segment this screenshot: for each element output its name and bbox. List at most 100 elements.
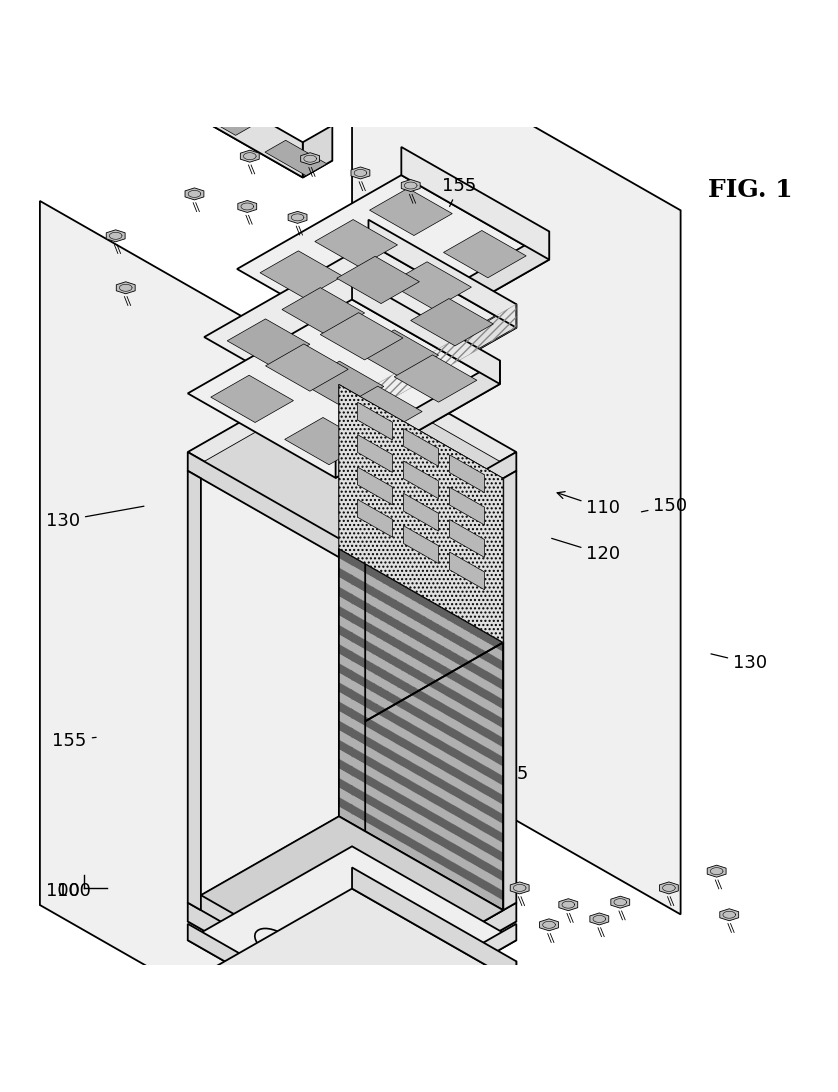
Polygon shape <box>352 305 516 422</box>
Polygon shape <box>40 201 369 1092</box>
Polygon shape <box>339 596 503 700</box>
Polygon shape <box>352 961 516 1077</box>
Polygon shape <box>385 232 549 354</box>
Polygon shape <box>54 20 116 55</box>
Text: 135: 135 <box>259 365 324 383</box>
Polygon shape <box>365 642 503 731</box>
Polygon shape <box>124 60 186 95</box>
Polygon shape <box>265 141 327 176</box>
Polygon shape <box>339 692 503 795</box>
Polygon shape <box>358 467 392 505</box>
Polygon shape <box>116 282 135 294</box>
Polygon shape <box>285 417 367 465</box>
Polygon shape <box>7 0 332 178</box>
Polygon shape <box>365 891 503 980</box>
Polygon shape <box>339 673 503 776</box>
Polygon shape <box>315 219 397 266</box>
Polygon shape <box>301 153 319 165</box>
Polygon shape <box>266 344 348 391</box>
Polygon shape <box>188 299 499 478</box>
Polygon shape <box>365 901 503 989</box>
Polygon shape <box>238 201 256 213</box>
Polygon shape <box>365 700 503 788</box>
Polygon shape <box>365 680 503 769</box>
Polygon shape <box>339 779 503 881</box>
Text: 150: 150 <box>450 893 496 939</box>
Polygon shape <box>365 652 503 740</box>
Polygon shape <box>352 557 365 997</box>
Polygon shape <box>369 219 516 328</box>
Polygon shape <box>106 230 125 242</box>
Polygon shape <box>351 167 370 179</box>
Polygon shape <box>339 644 503 748</box>
Polygon shape <box>365 805 503 893</box>
Polygon shape <box>339 663 503 767</box>
Polygon shape <box>188 358 516 546</box>
Polygon shape <box>443 230 526 277</box>
Text: 145: 145 <box>426 799 466 821</box>
Polygon shape <box>449 487 484 525</box>
Polygon shape <box>352 23 680 914</box>
Polygon shape <box>352 924 516 1034</box>
Polygon shape <box>365 767 503 855</box>
Polygon shape <box>339 568 503 672</box>
Text: 135: 135 <box>478 759 529 783</box>
Polygon shape <box>339 384 503 642</box>
Polygon shape <box>185 188 204 200</box>
Polygon shape <box>365 863 503 951</box>
Polygon shape <box>365 786 503 875</box>
Polygon shape <box>288 212 307 224</box>
Polygon shape <box>403 461 438 499</box>
Text: 150: 150 <box>641 497 687 514</box>
Polygon shape <box>411 299 494 346</box>
Polygon shape <box>339 606 503 710</box>
Polygon shape <box>358 499 392 537</box>
Polygon shape <box>720 909 738 921</box>
Polygon shape <box>339 616 503 719</box>
Polygon shape <box>365 738 503 827</box>
Polygon shape <box>403 525 438 563</box>
Text: 155: 155 <box>52 732 96 749</box>
Polygon shape <box>339 634 503 738</box>
Polygon shape <box>611 897 629 909</box>
Polygon shape <box>449 455 484 492</box>
Text: 140: 140 <box>350 318 384 344</box>
Polygon shape <box>339 578 503 680</box>
Polygon shape <box>204 244 516 422</box>
Polygon shape <box>335 360 499 478</box>
Polygon shape <box>403 494 438 531</box>
Polygon shape <box>188 452 352 565</box>
Polygon shape <box>590 913 608 925</box>
Polygon shape <box>365 843 503 931</box>
Polygon shape <box>389 262 471 309</box>
Polygon shape <box>339 787 503 891</box>
Text: 155: 155 <box>442 177 477 206</box>
Polygon shape <box>227 319 310 366</box>
Polygon shape <box>201 817 503 989</box>
Polygon shape <box>339 654 503 757</box>
Polygon shape <box>339 721 503 824</box>
Polygon shape <box>188 377 516 565</box>
Polygon shape <box>7 0 303 178</box>
Text: 140: 140 <box>430 841 484 865</box>
Polygon shape <box>707 865 726 877</box>
Polygon shape <box>365 478 503 722</box>
Polygon shape <box>358 435 392 473</box>
Polygon shape <box>352 867 516 983</box>
Polygon shape <box>540 918 558 930</box>
Polygon shape <box>365 795 503 883</box>
Text: 100: 100 <box>57 882 91 900</box>
Polygon shape <box>241 151 259 163</box>
Polygon shape <box>660 882 678 894</box>
Polygon shape <box>188 889 516 1077</box>
Polygon shape <box>339 797 503 901</box>
Polygon shape <box>303 126 332 178</box>
Polygon shape <box>365 824 503 913</box>
Polygon shape <box>188 809 352 922</box>
Polygon shape <box>365 881 503 970</box>
Polygon shape <box>339 769 503 871</box>
Polygon shape <box>449 553 484 590</box>
Polygon shape <box>339 749 503 853</box>
Text: 130: 130 <box>711 654 767 673</box>
Polygon shape <box>365 710 503 798</box>
